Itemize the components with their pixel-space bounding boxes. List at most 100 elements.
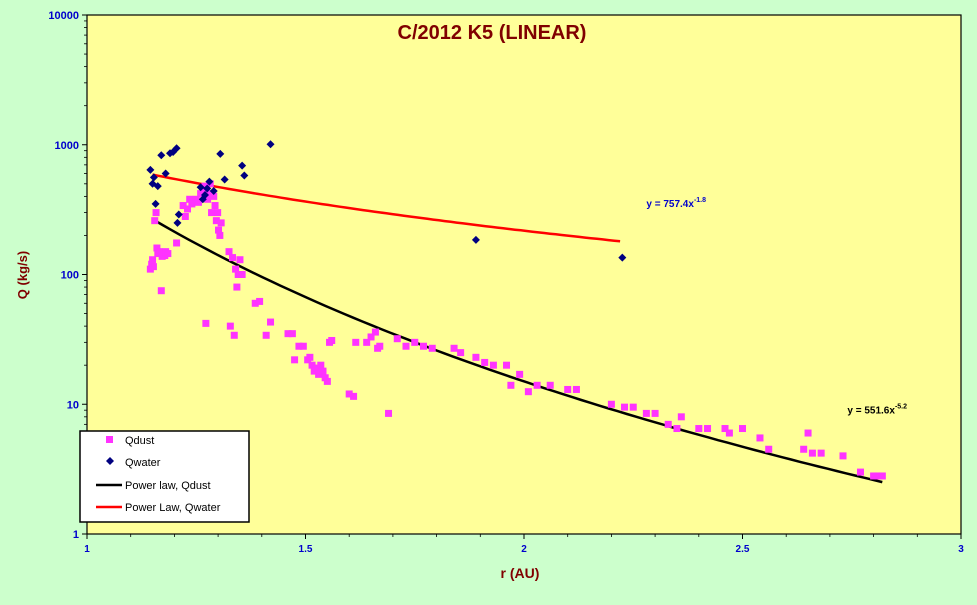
dust-fit-equation-base: y = 551.6x	[847, 405, 895, 416]
x-tick-label: 3	[958, 544, 964, 555]
qdust-point	[238, 271, 246, 278]
qdust-point	[457, 349, 465, 357]
qdust-point	[208, 209, 216, 217]
qdust-point	[352, 338, 360, 346]
qdust-point	[564, 385, 572, 393]
qdust-point	[212, 217, 220, 225]
qdust-point	[149, 263, 157, 271]
x-tick-label: 1.5	[299, 544, 313, 555]
qdust-point	[725, 429, 733, 437]
chart-title: C/2012 K5 (LINEAR)	[398, 22, 587, 44]
qdust-point	[321, 374, 329, 382]
qdust-point	[385, 409, 393, 417]
qdust-point	[284, 330, 292, 338]
qdust-point	[232, 265, 240, 273]
qdust-point	[328, 336, 336, 344]
qdust-point	[216, 231, 224, 239]
qwater-point	[149, 173, 158, 182]
qwater-point	[220, 175, 229, 184]
qwater-point	[471, 235, 480, 244]
legend-qwater-marker	[106, 457, 114, 465]
dust-fit-equation-exponent: -5.2	[895, 403, 907, 410]
qdust-point	[205, 190, 213, 198]
qdust-point	[233, 283, 241, 291]
y-tick-label: 1	[73, 529, 79, 541]
qwater-point	[151, 199, 160, 208]
qdust-point	[295, 342, 303, 350]
qdust-point	[226, 322, 234, 330]
qdust-point	[210, 192, 218, 200]
qdust-point	[230, 331, 238, 339]
qdust-point	[151, 217, 159, 225]
legend-qwater-label: Qwater	[125, 457, 161, 469]
qdust-point	[164, 250, 172, 258]
y-tick-label: 100	[61, 270, 79, 282]
qdust-point	[211, 202, 219, 210]
qdust-point	[533, 381, 541, 389]
qdust-point	[363, 338, 371, 346]
qdust-point	[234, 271, 242, 278]
qdust-point	[153, 244, 161, 252]
qwater-point	[618, 253, 627, 262]
qdust-point	[194, 198, 202, 206]
qdust-point	[546, 381, 554, 389]
qdust-point	[317, 361, 325, 369]
qdust-point	[503, 361, 511, 369]
qdust-point	[428, 344, 436, 352]
water-fit-equation: y = 757.4x-1.8	[646, 197, 706, 210]
qdust-point	[199, 186, 207, 194]
x-tick-label: 1	[84, 544, 90, 555]
qdust-point	[651, 409, 659, 417]
legend-dust-fit-label: Power law, Qdust	[125, 480, 211, 492]
qdust-point	[251, 299, 259, 307]
qdust-point	[472, 353, 480, 361]
qdust-point	[507, 381, 515, 389]
qwater-point	[203, 184, 212, 193]
x-tick-label: 2.5	[736, 544, 750, 555]
qdust-point	[215, 226, 223, 234]
qwater-point	[205, 177, 214, 186]
qdust-point	[256, 297, 264, 305]
qdust-point	[173, 239, 181, 247]
qdust-point	[186, 195, 194, 203]
qdust-point	[367, 333, 375, 341]
x-tick-label: 2	[521, 544, 527, 555]
qwater-point	[174, 210, 183, 219]
qdust-point	[262, 331, 270, 339]
qdust-point	[345, 390, 353, 398]
legend: Qdust Qwater Power law, Qdust Power Law,…	[79, 430, 250, 523]
qdust-point	[197, 190, 205, 198]
y-axis-label: Q (kg/s)	[15, 251, 30, 299]
qdust-point	[299, 342, 307, 350]
qdust-point	[756, 434, 764, 442]
qdust-point	[323, 377, 331, 385]
water-fit-equation-base: y = 757.4x	[646, 199, 694, 210]
qdust-point	[312, 364, 320, 372]
qdust-point	[229, 254, 237, 262]
qwater-point	[200, 190, 209, 199]
qdust-point	[214, 209, 222, 217]
qdust-point	[306, 353, 314, 361]
qdust-point	[181, 212, 189, 220]
qdust-point	[376, 342, 384, 350]
qdust-point	[188, 200, 196, 208]
qwater-point	[216, 149, 225, 158]
qdust-point	[155, 248, 163, 256]
qdust-point	[878, 472, 886, 480]
qdust-point	[217, 219, 225, 227]
qdust-point	[673, 425, 681, 433]
y-tick-label: 10	[67, 399, 79, 411]
qdust-point	[201, 182, 209, 190]
qwater-point	[196, 183, 205, 192]
qwater-point	[157, 151, 166, 160]
qwater-point	[153, 182, 162, 191]
qdust-point	[721, 425, 729, 433]
qwater-point	[173, 218, 182, 227]
legend-water-fit-label: Power Law, Qwater	[125, 502, 221, 514]
qdust-point	[804, 429, 812, 437]
qdust-point	[319, 367, 327, 375]
dust-fit-equation: y = 551.6x-5.2	[847, 403, 907, 416]
qwater-point	[161, 169, 170, 178]
